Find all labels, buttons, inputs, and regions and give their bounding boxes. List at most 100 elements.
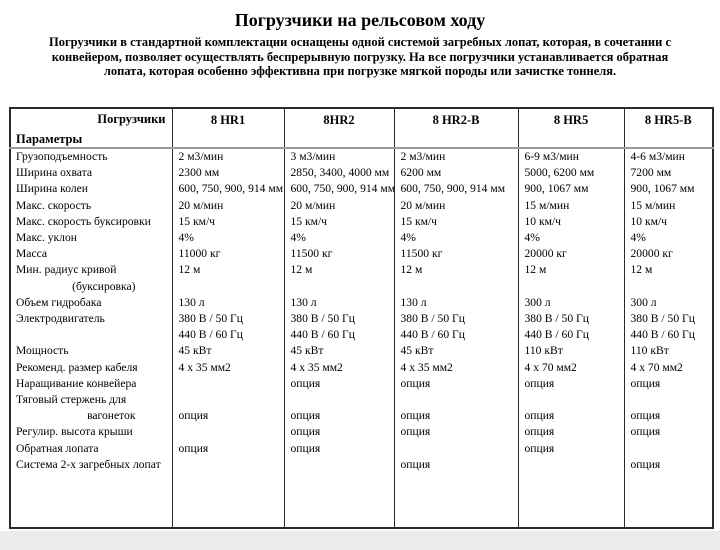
empty-cell [9, 473, 172, 528]
param-value: 440 В / 60 Гц [623, 327, 713, 344]
param-value [171, 278, 284, 295]
param-value [283, 278, 394, 295]
param-value: 11500 кг [283, 246, 394, 263]
param-value [171, 424, 284, 441]
param-value: 4% [517, 230, 624, 247]
param-value: 12 м [517, 262, 624, 279]
header-row: Погрузчики Параметры 8 HR1 8HR2 8 HR2-B … [9, 108, 713, 149]
param-value: 600, 750, 900, 914 мм [393, 181, 518, 198]
param-value: опция [393, 375, 518, 393]
param-value: опция [623, 408, 713, 425]
param-value: 4% [393, 230, 518, 247]
param-value [517, 392, 624, 409]
param-value: 20 м/мин [393, 197, 518, 214]
param-value: 11000 кг [171, 246, 284, 263]
param-value [283, 456, 394, 474]
param-value: 300 л [623, 294, 713, 312]
corner-cell: Погрузчики Параметры [9, 108, 172, 149]
param-value: 15 км/ч [171, 213, 284, 231]
param-value: 6-9 м3/мин [517, 148, 624, 166]
param-label: Ширина охвата [9, 165, 172, 182]
param-value: 4 x 35 мм2 [171, 359, 284, 376]
param-value: 4 x 70 мм2 [517, 359, 624, 376]
param-value: 440 В / 60 Гц [393, 327, 518, 344]
param-value: 12 м [171, 262, 284, 279]
table-row: Регулир. высота крыши опция опция опция опци… [9, 424, 713, 441]
page-edge-strip [0, 531, 720, 550]
table-row: Система 2-х загребных лопат опция опция [9, 456, 713, 474]
param-value: 440 В / 60 Гц [517, 327, 624, 344]
param-value: 380 В / 50 Гц [517, 311, 624, 328]
param-value: 5000, 6200 мм [517, 165, 624, 182]
param-label: Регулир. высота крыши [9, 424, 172, 441]
table-row: Обратная лопата опция опция опция [9, 440, 713, 457]
param-value: 4 x 35 мм2 [393, 359, 518, 376]
param-value: 4% [283, 230, 394, 247]
table-row: 440 В / 60 Гц 440 В / 60 Гц 440 В / 60 Гц 4… [9, 327, 713, 344]
table-row: Объем гидробака 130 л 130 л 130 л 300 л 300 л [9, 294, 713, 312]
param-label: Рекоменд. размер кабеля [9, 359, 172, 376]
param-value: 2300 мм [171, 165, 284, 182]
param-value: опция [171, 408, 284, 425]
param-value: опция [393, 456, 518, 474]
param-value: 12 м [283, 262, 394, 279]
param-value: опция [517, 440, 624, 457]
param-value: опция [171, 440, 284, 457]
intro-paragraph: Погрузчики в стандартной комплектации ос… [0, 35, 720, 79]
param-value: 600, 750, 900, 914 мм [283, 181, 394, 198]
param-value [393, 392, 518, 409]
param-value: 45 кВт [283, 343, 394, 360]
param-value: опция [623, 424, 713, 441]
param-value: 300 л [517, 294, 624, 312]
param-label: Макс. скорость [9, 197, 172, 214]
param-value [517, 278, 624, 295]
param-value: 6200 мм [393, 165, 518, 182]
param-value: опция [517, 375, 624, 393]
param-value: 12 м [393, 262, 518, 279]
param-value: 600, 750, 900, 914 мм [171, 181, 284, 198]
param-value: 20 м/мин [283, 197, 394, 214]
param-value: 110 кВт [517, 343, 624, 360]
param-value: 15 км/ч [393, 213, 518, 231]
intro-line: конвейером, позволяет осуществлять беспр… [51, 49, 669, 64]
table-filler-row [9, 473, 713, 528]
param-value: 20 м/мин [171, 197, 284, 214]
param-value: опция [283, 440, 394, 457]
param-value [517, 456, 624, 474]
param-value: 45 кВт [393, 343, 518, 360]
param-value: опция [623, 375, 713, 393]
table-row: Масса 11000 кг 11500 кг 11500 кг 20000 кг 200… [9, 246, 713, 263]
param-value [623, 440, 713, 457]
param-value: 110 кВт [623, 343, 713, 360]
empty-cell [283, 473, 394, 528]
param-label: Макс. уклон [9, 230, 172, 247]
table-row: Тяговый стержень для [9, 392, 713, 409]
param-label [9, 327, 172, 344]
spec-table: Погрузчики Параметры 8 HR1 8HR2 8 HR2-B … [9, 107, 714, 529]
param-value: 130 л [283, 294, 394, 312]
corner-loaders-label: Погрузчики [97, 112, 166, 126]
param-value [393, 440, 518, 457]
param-value: 2 м3/мин [393, 148, 518, 166]
param-label: Электродвигатель [9, 311, 172, 328]
column-header-8hr1: 8 HR1 [171, 108, 284, 149]
param-label: Наращивание конвейера [9, 375, 172, 393]
table-row: Мин. радиус кривой 12 м 12 м 12 м 12 м 12 м [9, 262, 713, 279]
param-label: Ширина колеи [9, 181, 172, 198]
param-value: 380 В / 50 Гц [171, 311, 284, 328]
param-value [393, 278, 518, 295]
param-value: 130 л [171, 294, 284, 312]
param-value: 11500 кг [393, 246, 518, 263]
param-value: 2850, 3400, 4000 мм [283, 165, 394, 182]
param-value: 380 В / 50 Гц [393, 311, 518, 328]
param-value: 2 м3/мин [171, 148, 284, 166]
param-value: 10 км/ч [517, 213, 624, 231]
param-label: Макс. скорость буксировки [9, 213, 172, 231]
param-value: 380 В / 50 Гц [623, 311, 713, 328]
param-value: 900, 1067 мм [623, 181, 713, 198]
table-row: (буксировка) [9, 278, 713, 295]
page-title: Погрузчики на рельсовом ходу [234, 10, 486, 30]
param-label: Мощность [9, 343, 172, 360]
param-value: опция [623, 456, 713, 474]
param-value: 440 В / 60 Гц [283, 327, 394, 344]
